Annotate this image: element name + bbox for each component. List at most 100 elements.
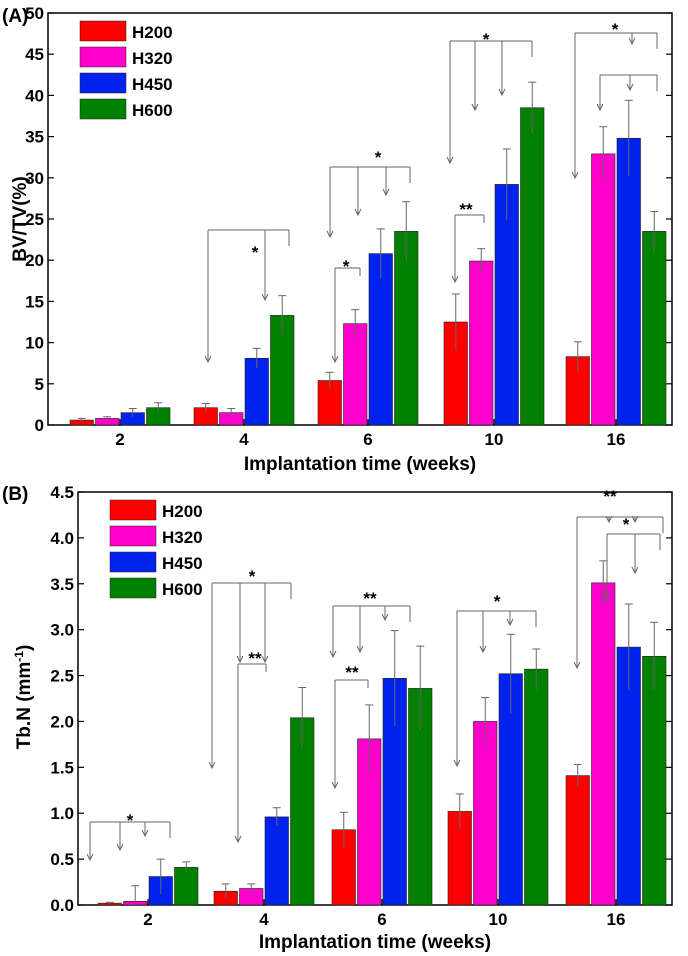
x-tick-label: 6 xyxy=(377,910,386,929)
y-tick-label: 4.5 xyxy=(50,483,74,502)
chart-panel-a: (A) 0 5 10 15 20 25 30 35 40 45 50 2 4 6 10 16 Implantati… xyxy=(2,4,673,475)
legend-label: H450 xyxy=(162,554,203,573)
y-tick-label: 15 xyxy=(25,292,44,311)
bar-h320 xyxy=(591,582,616,906)
bar-h450 xyxy=(368,253,393,426)
bracket-arrow-head xyxy=(236,655,244,664)
legend-swatch-h320 xyxy=(109,525,157,547)
bar-h320 xyxy=(473,721,498,906)
x-tick-label: 6 xyxy=(363,430,372,449)
x-axis-label: Implantation time (weeks) xyxy=(244,454,476,475)
bar-h320 xyxy=(469,260,494,426)
bracket-arrow-head xyxy=(451,275,459,284)
bar-h450 xyxy=(494,184,519,426)
legend-swatch-h600 xyxy=(109,577,157,599)
y-tick-label: 0.5 xyxy=(50,850,74,869)
chart-panel-b: (B) 0.0 0.5 1.0 1.5 2.0 2.5 3.0 3.5 4.0 4.5 2 4 6 10 16… xyxy=(2,483,673,953)
significance-marker: * xyxy=(375,148,382,167)
bar-h450 xyxy=(264,816,289,906)
y-tick-label: 4.0 xyxy=(50,529,74,548)
significance-marker: ** xyxy=(345,663,359,682)
legend-swatch-h600 xyxy=(79,98,127,120)
bar-h320 xyxy=(343,323,368,426)
bracket-arrow-head xyxy=(446,156,454,165)
significance-annotations: ******* xyxy=(204,20,658,364)
bar-h200 xyxy=(565,775,590,906)
bracket-arrow-head xyxy=(329,650,337,659)
significance-marker: * xyxy=(612,20,619,39)
y-axis-label-text: Tb.N (mm xyxy=(14,662,35,750)
bracket-arrow-head xyxy=(331,781,339,790)
bracket-arrow-head xyxy=(234,835,242,844)
bracket-arrow-head xyxy=(261,293,269,302)
bracket-arrow-head xyxy=(596,103,604,112)
bracket-arrow-head xyxy=(381,613,389,622)
bracket-arrow-head xyxy=(571,171,579,180)
y-tick-label: 2.0 xyxy=(50,712,74,731)
y-axis-label: Tb.N (mm-1) xyxy=(12,645,35,750)
y-tick-label: 10 xyxy=(25,334,44,353)
bar-h450 xyxy=(244,357,269,426)
legend-label: H600 xyxy=(132,101,173,120)
x-tick-label: 16 xyxy=(607,910,626,929)
y-tick-label: 0 xyxy=(35,416,44,435)
legend-label: H200 xyxy=(162,502,203,521)
significance-marker: * xyxy=(343,257,350,276)
bracket-arrow-head xyxy=(603,593,611,602)
significance-marker: * xyxy=(494,592,501,611)
bar-h450 xyxy=(616,137,641,426)
panel-label: (B) xyxy=(2,484,28,505)
bracket-arrow-head xyxy=(116,843,124,852)
legend-label: H600 xyxy=(162,580,203,599)
bracket-arrow-head xyxy=(354,208,362,217)
bar-h600 xyxy=(174,867,199,906)
significance-marker: ** xyxy=(248,649,262,668)
bracket-arrow-head xyxy=(471,103,479,112)
x-tick-label: 16 xyxy=(607,430,626,449)
y-tick-label: 25 xyxy=(25,210,44,229)
bracket-arrow-head xyxy=(382,188,390,197)
y-tick-label: 30 xyxy=(25,169,44,188)
bar-h600 xyxy=(642,231,667,426)
legend-swatch-h200 xyxy=(109,499,157,521)
bar-h600 xyxy=(642,655,667,906)
bracket-arrow-head xyxy=(631,515,639,524)
legend-swatch-h200 xyxy=(79,20,127,42)
bracket-arrow-head xyxy=(506,618,514,627)
significance-marker: * xyxy=(252,243,259,262)
legend-label: H450 xyxy=(132,75,173,94)
legend-swatch-h320 xyxy=(79,46,127,68)
x-tick-label: 4 xyxy=(239,430,249,449)
y-tick-label: 3.5 xyxy=(50,575,74,594)
x-tick-label: 2 xyxy=(115,430,124,449)
significance-marker: ** xyxy=(459,200,473,219)
y-tick-label: 2.5 xyxy=(50,667,74,686)
bracket-arrow-head xyxy=(356,645,364,654)
y-tick-label: 35 xyxy=(25,128,44,147)
y-tick-label: 5 xyxy=(35,375,44,394)
bracket-arrow-head xyxy=(86,853,94,862)
significance-marker: ** xyxy=(363,589,377,608)
x-tick-label: 10 xyxy=(489,910,508,929)
x-tick-label: 2 xyxy=(143,910,152,929)
y-axis-label-end: ) xyxy=(14,645,35,651)
bracket-arrow-head xyxy=(479,645,487,654)
legend-swatch-h450 xyxy=(79,72,127,94)
legend: H200 H320 H450 H600 xyxy=(79,20,173,120)
bracket-arrow-head xyxy=(261,655,269,664)
bracket-arrow-head xyxy=(573,661,581,670)
y-axis-label: BV/TV(%) xyxy=(10,176,31,262)
y-tick-label: 20 xyxy=(25,251,44,270)
x-axis-label: Implantation time (weeks) xyxy=(259,932,491,953)
bracket-arrow-head xyxy=(208,761,216,770)
bracket-arrow-head xyxy=(204,355,212,364)
y-tick-label: 1.5 xyxy=(50,758,74,777)
legend: H200 H320 H450 H600 xyxy=(109,499,203,599)
legend-swatch-h450 xyxy=(109,551,157,573)
significance-marker: ** xyxy=(603,487,617,506)
legend-label: H320 xyxy=(162,528,203,547)
significance-marker: * xyxy=(249,567,256,586)
bracket-arrow-head xyxy=(331,355,339,364)
bar-h320 xyxy=(591,153,616,426)
